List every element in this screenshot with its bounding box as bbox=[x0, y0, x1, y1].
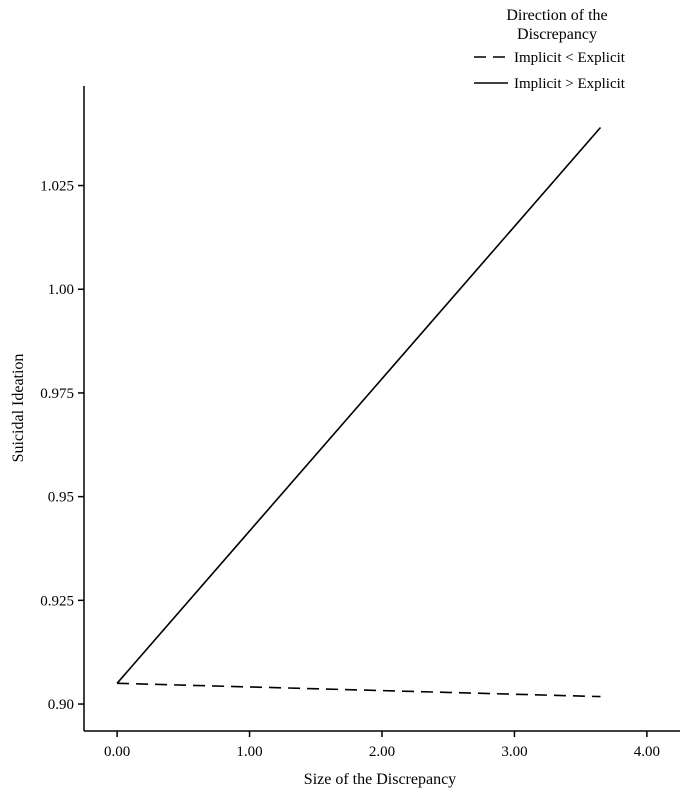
plot-series bbox=[116, 126, 602, 698]
x-tick-label: 3.00 bbox=[501, 744, 527, 760]
y-tick-label: 0.975 bbox=[40, 386, 74, 402]
y-tick-label: 0.90 bbox=[48, 697, 74, 713]
series-line-implicit-greater-explicit bbox=[116, 126, 602, 684]
series-line-implicit-less-explicit bbox=[117, 682, 601, 698]
y-tick-label: 1.00 bbox=[48, 282, 74, 298]
legend-label-implicit-less-explicit: Implicit < Explicit bbox=[514, 50, 626, 66]
x-tick-label: 2.00 bbox=[369, 744, 395, 760]
legend-title-line2: Discrepancy bbox=[517, 26, 597, 43]
x-tick-label: 1.00 bbox=[236, 744, 262, 760]
y-tick-label: 1.025 bbox=[40, 179, 74, 195]
x-axis-ticks: 0.00 1.00 2.00 3.00 4.00 bbox=[104, 731, 660, 760]
x-tick-label: 0.00 bbox=[104, 744, 130, 760]
y-axis-ticks: 0.90 0.925 0.95 0.975 1.00 1.025 bbox=[40, 179, 84, 713]
legend-title-line1: Direction of the bbox=[506, 7, 607, 24]
x-axis-title: Size of the Discrepancy bbox=[304, 771, 456, 788]
y-tick-label: 0.925 bbox=[40, 593, 74, 609]
y-tick-label: 0.95 bbox=[48, 490, 74, 506]
legend-label-implicit-greater-explicit: Implicit > Explicit bbox=[514, 76, 626, 92]
legend: Direction of the Discrepancy Implicit < … bbox=[474, 7, 626, 92]
y-axis-title: Suicidal Ideation bbox=[10, 354, 27, 463]
x-tick-label: 4.00 bbox=[634, 744, 660, 760]
